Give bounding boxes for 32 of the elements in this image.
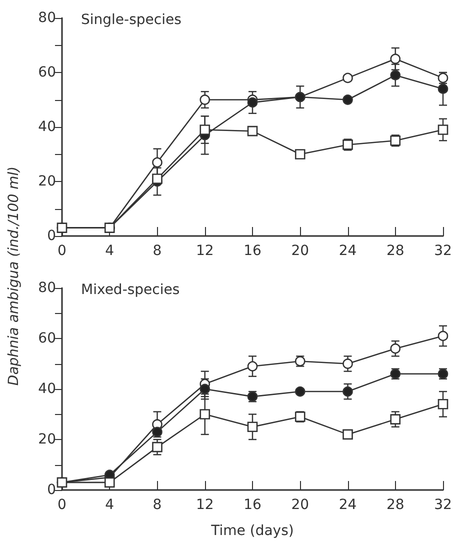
x-tick-label: 32	[434, 497, 452, 513]
x-tick-label: 28	[386, 497, 404, 513]
x-tick-label: 32	[434, 243, 452, 259]
x-tick-label: 28	[386, 243, 404, 259]
chart-title: Mixed-species	[81, 282, 180, 298]
y-tick-label: 60	[38, 330, 56, 346]
x-tick-label: 16	[244, 243, 262, 259]
x-tick-label: 4	[105, 243, 114, 259]
x-tick-label: 16	[244, 497, 262, 513]
x-tick-label: 8	[152, 243, 162, 259]
y-tick-label: 20	[38, 174, 56, 190]
x-tick-label: 12	[196, 497, 214, 513]
x-tick-label: 12	[196, 243, 214, 259]
x-tick-label: 4	[105, 497, 114, 513]
y-axis-title: Daphnia ambigua (ind./100 ml)	[6, 166, 22, 386]
chart-title: Single-species	[81, 12, 182, 28]
x-tick-label: 20	[291, 497, 310, 513]
x-tick-label: 0	[58, 243, 66, 259]
x-tick-label: 0	[58, 497, 66, 513]
x-tick-label: 24	[338, 243, 357, 259]
y-tick-label: 80	[38, 10, 56, 26]
x-tick-label: 24	[338, 497, 357, 513]
x-tick-label: 20	[291, 243, 310, 259]
y-tick-label: 40	[38, 381, 56, 397]
x-axis-title: Time (days)	[210, 523, 294, 539]
y-tick-label: 80	[38, 280, 56, 296]
y-tick-label: 20	[38, 432, 56, 448]
y-tick-label: 40	[38, 119, 56, 135]
x-tick-label: 8	[152, 497, 162, 513]
y-tick-label: 60	[38, 64, 56, 80]
y-tick-label: 0	[47, 228, 56, 244]
y-tick-label: 0	[47, 482, 56, 498]
